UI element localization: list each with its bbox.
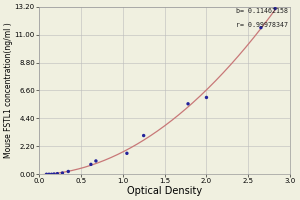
Point xyxy=(204,96,209,99)
Point xyxy=(55,172,60,175)
Point xyxy=(46,173,51,176)
Point xyxy=(141,134,146,137)
Point xyxy=(49,173,54,176)
Point xyxy=(124,152,129,155)
Point xyxy=(88,163,93,166)
Point xyxy=(66,170,71,173)
Point xyxy=(44,173,49,176)
Point xyxy=(52,172,56,176)
Text: r= 0.99978347: r= 0.99978347 xyxy=(236,22,288,28)
Point xyxy=(273,7,278,10)
Point xyxy=(60,171,65,175)
Point xyxy=(186,102,190,105)
Point xyxy=(94,159,98,163)
Y-axis label: Mouse FSTL1 concentration(ng/ml ): Mouse FSTL1 concentration(ng/ml ) xyxy=(4,23,13,158)
Point xyxy=(259,26,263,29)
Text: b= 0.11462158: b= 0.11462158 xyxy=(236,8,288,14)
X-axis label: Optical Density: Optical Density xyxy=(127,186,202,196)
